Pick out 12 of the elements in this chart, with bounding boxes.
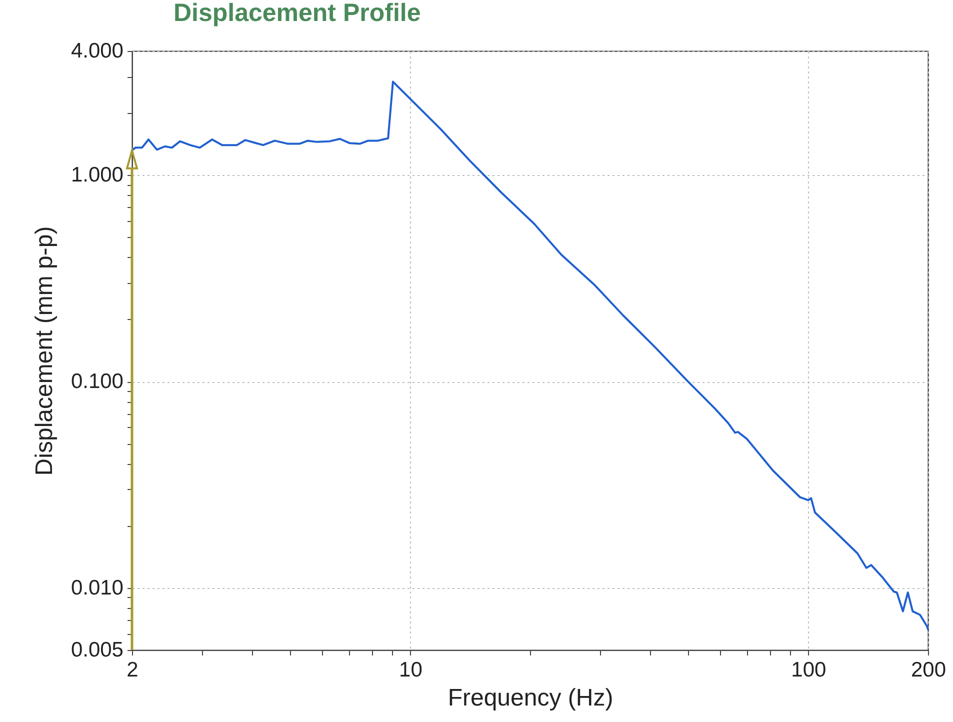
x-tick-label: 10 <box>399 658 422 682</box>
y-tick-label: 1.000 <box>70 164 124 187</box>
y-tick-label: 0.010 <box>70 576 124 600</box>
x-axis-title: Frequency (Hz) <box>448 684 614 712</box>
chart-title: Displacement Profile <box>173 0 421 27</box>
x-tick-label: 100 <box>791 658 826 682</box>
y-tick-label: 0.100 <box>70 370 124 394</box>
y-tick-label: 0.005 <box>70 638 124 662</box>
x-tick-label: 2 <box>126 658 138 682</box>
x-tick-label: 200 <box>910 658 946 682</box>
y-tick-label: 4.000 <box>70 40 124 62</box>
y-axis-title: Displacement (mm p-p) <box>30 226 58 476</box>
